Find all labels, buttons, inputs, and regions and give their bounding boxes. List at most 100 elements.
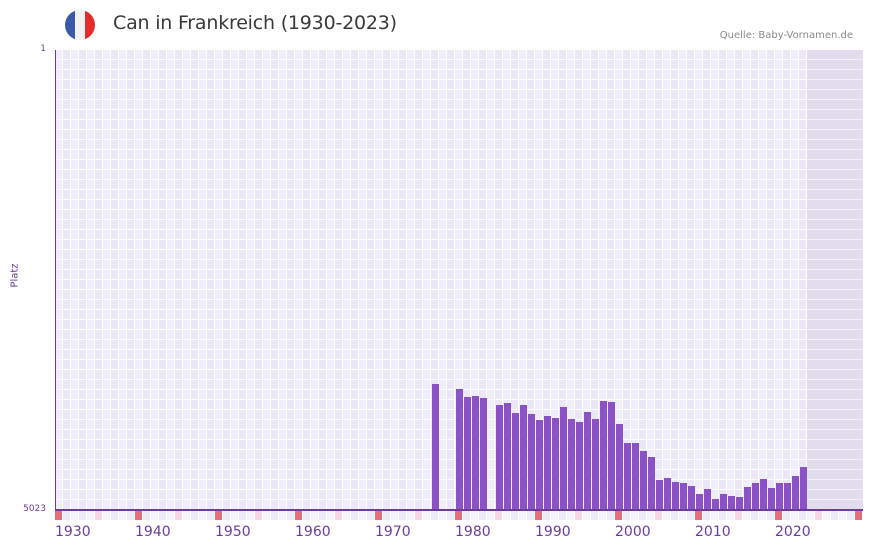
- x-tick-cell: [447, 511, 454, 520]
- grid-column: [95, 50, 103, 510]
- grid-column: [319, 50, 327, 510]
- bar-2013[interactable]: [720, 494, 727, 510]
- bar-2009[interactable]: [688, 486, 695, 510]
- bar-1996[interactable]: [584, 412, 591, 510]
- bar-2020[interactable]: [776, 483, 783, 510]
- bar-2006[interactable]: [664, 478, 671, 510]
- bar-1994[interactable]: [568, 419, 575, 510]
- grid-column: [751, 50, 759, 510]
- y-axis-line: [55, 50, 56, 510]
- x-tick-cell: [343, 511, 350, 520]
- x-tick-cell: [167, 511, 174, 520]
- x-tick-label: 1940: [135, 524, 171, 540]
- grid-column: [511, 50, 519, 510]
- bar-1977[interactable]: [432, 383, 439, 510]
- x-tick-cell: [799, 511, 806, 520]
- bar-2004[interactable]: [648, 457, 655, 510]
- x-tick-cell: [87, 511, 94, 520]
- source-label: Quelle: Baby-Vornamen.de: [719, 30, 853, 41]
- grid-column: [743, 50, 751, 510]
- bar-1980[interactable]: [456, 389, 463, 510]
- grid-column: [783, 50, 791, 510]
- x-tick-marker: [735, 511, 742, 520]
- x-tick-marker: [575, 511, 582, 520]
- x-tick-cell: [527, 511, 534, 520]
- x-tick-cell: [471, 511, 478, 520]
- x-tick-label: 1950: [215, 524, 251, 540]
- x-tick-cell: [711, 511, 718, 520]
- x-tick-cell: [223, 511, 230, 520]
- x-tick-cell: [127, 511, 134, 520]
- bar-1983[interactable]: [480, 397, 487, 510]
- bar-2016[interactable]: [744, 487, 751, 510]
- x-tick-label: 2010: [695, 524, 731, 540]
- bar-1997[interactable]: [592, 419, 599, 510]
- bar-2019[interactable]: [768, 488, 775, 510]
- grid-column: [399, 50, 407, 510]
- bar-2010[interactable]: [696, 494, 703, 510]
- grid-column: [103, 50, 111, 510]
- grid-column: [79, 50, 87, 510]
- grid-column: [639, 50, 647, 510]
- bar-2005[interactable]: [656, 480, 663, 510]
- bar-1981[interactable]: [464, 396, 471, 510]
- bar-2003[interactable]: [640, 451, 647, 510]
- x-tick-marker: [815, 511, 822, 520]
- bar-1999[interactable]: [608, 402, 615, 510]
- bar-2014[interactable]: [728, 496, 735, 510]
- bar-1986[interactable]: [504, 403, 511, 510]
- x-tick-cell: [807, 511, 814, 520]
- bar-1991[interactable]: [544, 416, 551, 510]
- bar-1987[interactable]: [512, 413, 519, 510]
- bar-2008[interactable]: [680, 483, 687, 510]
- x-tick-cell: [719, 511, 726, 520]
- bar-1988[interactable]: [520, 405, 527, 510]
- grid-column: [799, 50, 807, 510]
- bar-1998[interactable]: [600, 401, 607, 510]
- grid-column: [727, 50, 735, 510]
- bar-2022[interactable]: [792, 475, 799, 510]
- x-tick-label: 2000: [615, 524, 651, 540]
- bar-1995[interactable]: [576, 421, 583, 510]
- bar-2012[interactable]: [712, 499, 719, 510]
- grid-column: [447, 50, 455, 510]
- x-tick-cell: [519, 511, 526, 520]
- bar-2001[interactable]: [624, 443, 631, 510]
- grid-column: [375, 50, 383, 510]
- bar-2017[interactable]: [752, 483, 759, 510]
- x-tick-label: 1960: [295, 524, 331, 540]
- x-tick-marker: [775, 511, 782, 520]
- bar-2015[interactable]: [736, 497, 743, 510]
- flag-blue-stripe: [65, 10, 75, 40]
- x-tick-cell: [679, 511, 686, 520]
- grid-column: [63, 50, 71, 510]
- bar-2002[interactable]: [632, 443, 639, 510]
- bar-1989[interactable]: [528, 414, 535, 510]
- bar-1982[interactable]: [472, 395, 479, 510]
- bar-2018[interactable]: [760, 479, 767, 510]
- france-flag-icon: [65, 10, 95, 40]
- x-tick-cell: [159, 511, 166, 520]
- bar-2021[interactable]: [784, 483, 791, 510]
- no-data-region: [807, 50, 863, 510]
- x-tick-cell: [831, 511, 838, 520]
- grid-column: [583, 50, 591, 510]
- bar-2007[interactable]: [672, 482, 679, 510]
- grid-column: [535, 50, 543, 510]
- bar-1985[interactable]: [496, 405, 503, 510]
- bar-2023[interactable]: [800, 466, 807, 510]
- x-tick-cell: [423, 511, 430, 520]
- x-tick-cell: [511, 511, 518, 520]
- x-tick-cell: [607, 511, 614, 520]
- grid-column: [623, 50, 631, 510]
- grid-column: [735, 50, 743, 510]
- x-tick-cell: [663, 511, 670, 520]
- grid-column: [111, 50, 119, 510]
- bar-2000[interactable]: [616, 424, 623, 510]
- bar-1990[interactable]: [536, 419, 543, 510]
- x-tick-cell: [703, 511, 710, 520]
- bar-1993[interactable]: [560, 406, 567, 510]
- bar-1992[interactable]: [552, 418, 559, 510]
- grid-column: [303, 50, 311, 510]
- bar-2011[interactable]: [704, 489, 711, 510]
